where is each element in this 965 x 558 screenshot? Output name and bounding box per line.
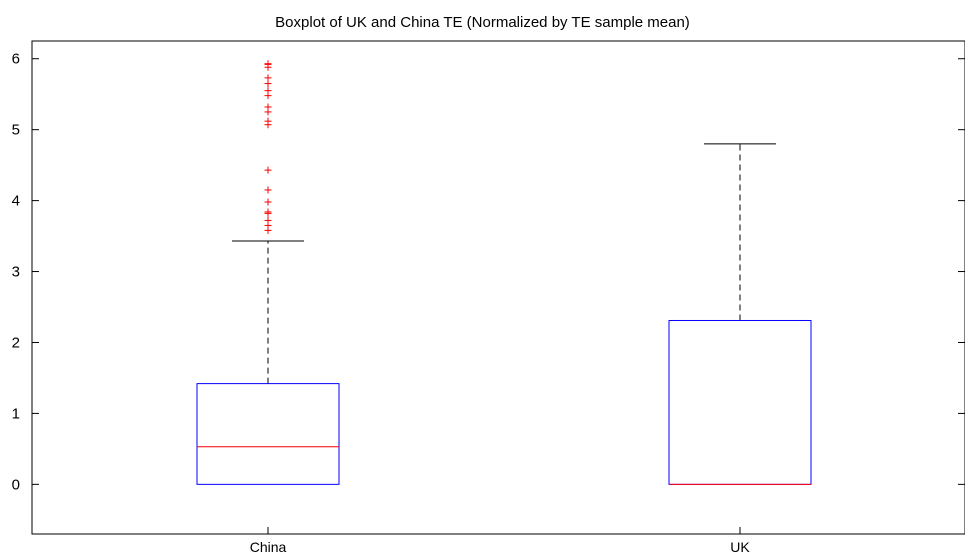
y-axis: 0 1 2 3 4 5 6 bbox=[12, 51, 965, 493]
outlier-marker bbox=[264, 198, 272, 206]
box-uk bbox=[668, 143, 812, 485]
x-tick-label: China bbox=[250, 539, 287, 555]
outlier-marker bbox=[264, 216, 272, 224]
outlier-marker bbox=[264, 60, 272, 68]
plot-area-frame bbox=[31, 40, 965, 535]
outlier-marker bbox=[264, 208, 272, 216]
outlier-marker bbox=[264, 103, 272, 111]
boxes-layer bbox=[196, 60, 812, 485]
y-tick-label: 2 bbox=[12, 334, 20, 351]
x-tick-label: UK bbox=[730, 539, 750, 555]
outlier-marker bbox=[264, 166, 272, 174]
y-tick-label: 3 bbox=[12, 264, 20, 281]
chart-title: Boxplot of UK and China TE (Normalized b… bbox=[275, 14, 690, 31]
outlier-marker bbox=[264, 186, 272, 194]
box-china bbox=[196, 60, 340, 485]
outlier-marker bbox=[264, 117, 272, 125]
y-tick-label: 4 bbox=[12, 193, 20, 210]
iqr-box bbox=[668, 319, 812, 485]
x-axis: China UK bbox=[250, 527, 750, 555]
iqr-box bbox=[196, 383, 340, 485]
outlier-marker bbox=[264, 87, 272, 95]
y-tick-label: 1 bbox=[12, 405, 20, 422]
outlier-marker bbox=[264, 74, 272, 82]
y-tick-label: 6 bbox=[12, 51, 20, 68]
y-tick-label: 0 bbox=[12, 476, 20, 493]
y-tick-label: 5 bbox=[12, 122, 20, 139]
